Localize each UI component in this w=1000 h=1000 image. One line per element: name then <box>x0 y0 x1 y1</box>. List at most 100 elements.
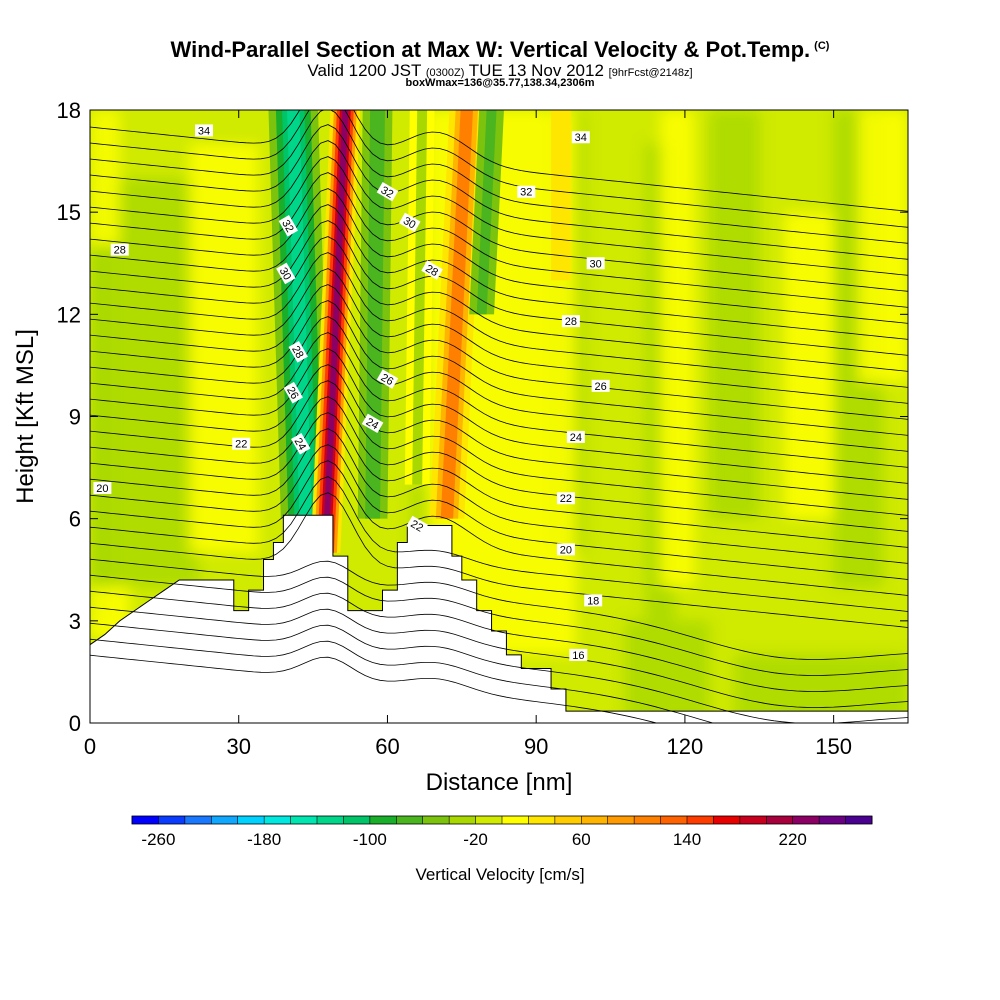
colorbar-swatch <box>819 816 847 824</box>
colorbar-swatch <box>581 816 609 824</box>
contour-label: 32 <box>376 182 399 202</box>
theta-contour-line <box>90 300 908 436</box>
contour-label-bg <box>569 648 588 661</box>
contour-label-bg <box>517 185 536 198</box>
theta-contour-line <box>90 428 908 564</box>
copyright-mark: (C) <box>814 40 830 52</box>
chart-subtitle: Valid 1200 JST (0300Z) TUE 13 Nov 2012 [… <box>0 61 1000 81</box>
colorbar-tick-label: -20 <box>463 830 488 849</box>
contour-label-bg <box>276 262 296 285</box>
theta-contour-line <box>90 284 908 420</box>
downdraft-band-3-level <box>412 110 428 485</box>
colorbar-tick-label: 60 <box>572 830 591 849</box>
valid-date: TUE 13 Nov 2012 <box>468 61 604 80</box>
updraft-band-2 <box>429 110 485 519</box>
contour-label: 28 <box>421 260 443 280</box>
contour-label: 22 <box>232 437 251 451</box>
theta-contour-line <box>90 110 908 212</box>
contour-label-text: 22 <box>560 493 572 505</box>
contour-label-text: 34 <box>575 132 587 144</box>
colorbar-swatch <box>792 816 820 824</box>
colorbar-tick-label: 140 <box>673 830 701 849</box>
contour-label: 26 <box>376 369 399 389</box>
theta-contour-line <box>90 110 908 244</box>
valid-utc: (0300Z) <box>425 67 465 79</box>
contour-label: 30 <box>398 212 421 233</box>
theta-contour-line <box>90 444 908 580</box>
updraft-band-2-level <box>440 110 473 519</box>
colorbar-swatch <box>528 816 556 824</box>
contour-label-text: 22 <box>408 518 425 535</box>
weak-lift-patch <box>189 144 259 553</box>
contour-label-text: 24 <box>292 436 309 453</box>
colorbar-tick-label: -260 <box>141 830 175 849</box>
theta-contour-line <box>90 204 908 340</box>
valid-time: Valid 1200 JST <box>307 61 422 80</box>
contour-label: 26 <box>283 381 303 404</box>
theta-contour-line <box>90 332 908 468</box>
colorbar-swatch <box>317 816 344 824</box>
colorbar-swatch <box>660 816 688 824</box>
title-text: Wind-Parallel Section at Max W: Vertical… <box>170 37 811 62</box>
colorbar-swatch <box>211 816 239 824</box>
contour-label: 34 <box>195 124 214 137</box>
contour-label-bg <box>591 379 610 392</box>
contour-label-bg <box>398 212 421 233</box>
contour-label-text: 26 <box>595 381 607 393</box>
contour-label-text: 24 <box>364 416 381 433</box>
contour-label-bg <box>586 257 605 270</box>
y-tick-label: 9 <box>69 405 81 430</box>
theta-contours <box>90 110 908 723</box>
updraft-band <box>310 110 361 553</box>
contour-label-bg <box>283 381 303 404</box>
theta-contour-line <box>90 348 908 484</box>
theta-contour-line <box>90 236 908 372</box>
theta-contour-line <box>90 460 908 596</box>
contour-label-text: 28 <box>289 344 306 361</box>
contour-label-text: 16 <box>572 650 584 662</box>
axes: 0 30 60 90 120 150 0 3 6 9 12 15 18 Distance [nm] Heig… <box>12 98 908 796</box>
contour-label: 24 <box>291 432 311 455</box>
contour-label-bg <box>278 214 298 237</box>
theta-contour-line <box>90 156 908 292</box>
updraft-band-3 <box>551 110 571 281</box>
contour-label: 28 <box>288 341 308 363</box>
velocity-blobs <box>90 110 908 723</box>
colorbar-swatch <box>396 816 424 824</box>
contour-label-text: 32 <box>379 184 396 201</box>
y-tick-label: 3 <box>69 609 81 634</box>
contour-label-text: 30 <box>401 215 418 232</box>
x-tick-label: 0 <box>84 734 96 759</box>
contour-label-bg <box>110 243 129 256</box>
contour-label-text: 32 <box>520 187 532 199</box>
colorbar-tick-label: -100 <box>353 830 387 849</box>
x-tick-label: 120 <box>667 734 704 759</box>
contour-label-text: 28 <box>423 263 440 280</box>
contour-label: 28 <box>110 243 129 257</box>
theta-contour-line <box>90 558 908 660</box>
theta-contour-line <box>90 412 908 548</box>
y-tick-label: 6 <box>69 507 81 532</box>
downdraft-band-3 <box>404 110 435 485</box>
y-tick-label: 18 <box>57 98 81 123</box>
contour-labels: 16 18 20 20 22 22 22 24 24 24 26 26 26 28 28 28 28 30 30 30… <box>93 124 610 662</box>
box-info: boxWmax=136@35.77,138.34,2306m <box>405 77 595 89</box>
theta-contour-line <box>90 252 908 388</box>
weak-lift-patch <box>784 212 834 519</box>
contour-label: 34 <box>571 131 590 144</box>
contour-label-bg <box>376 182 399 202</box>
contour-label-bg <box>93 482 112 495</box>
contour-label-bg <box>288 341 308 363</box>
contour-label-text: 26 <box>379 372 396 389</box>
contour-label: 24 <box>566 430 585 444</box>
theta-contour-line <box>90 140 908 276</box>
colorbar-swatch <box>845 816 873 824</box>
weak-lift-patch <box>660 110 695 587</box>
theta-contour-line <box>90 364 908 500</box>
x-tick-label: 90 <box>524 734 548 759</box>
colorbar-swatch <box>607 816 635 824</box>
weak-sink-patch <box>625 620 710 723</box>
y-tick-label: 12 <box>57 302 81 327</box>
theta-contour-line <box>90 396 908 532</box>
